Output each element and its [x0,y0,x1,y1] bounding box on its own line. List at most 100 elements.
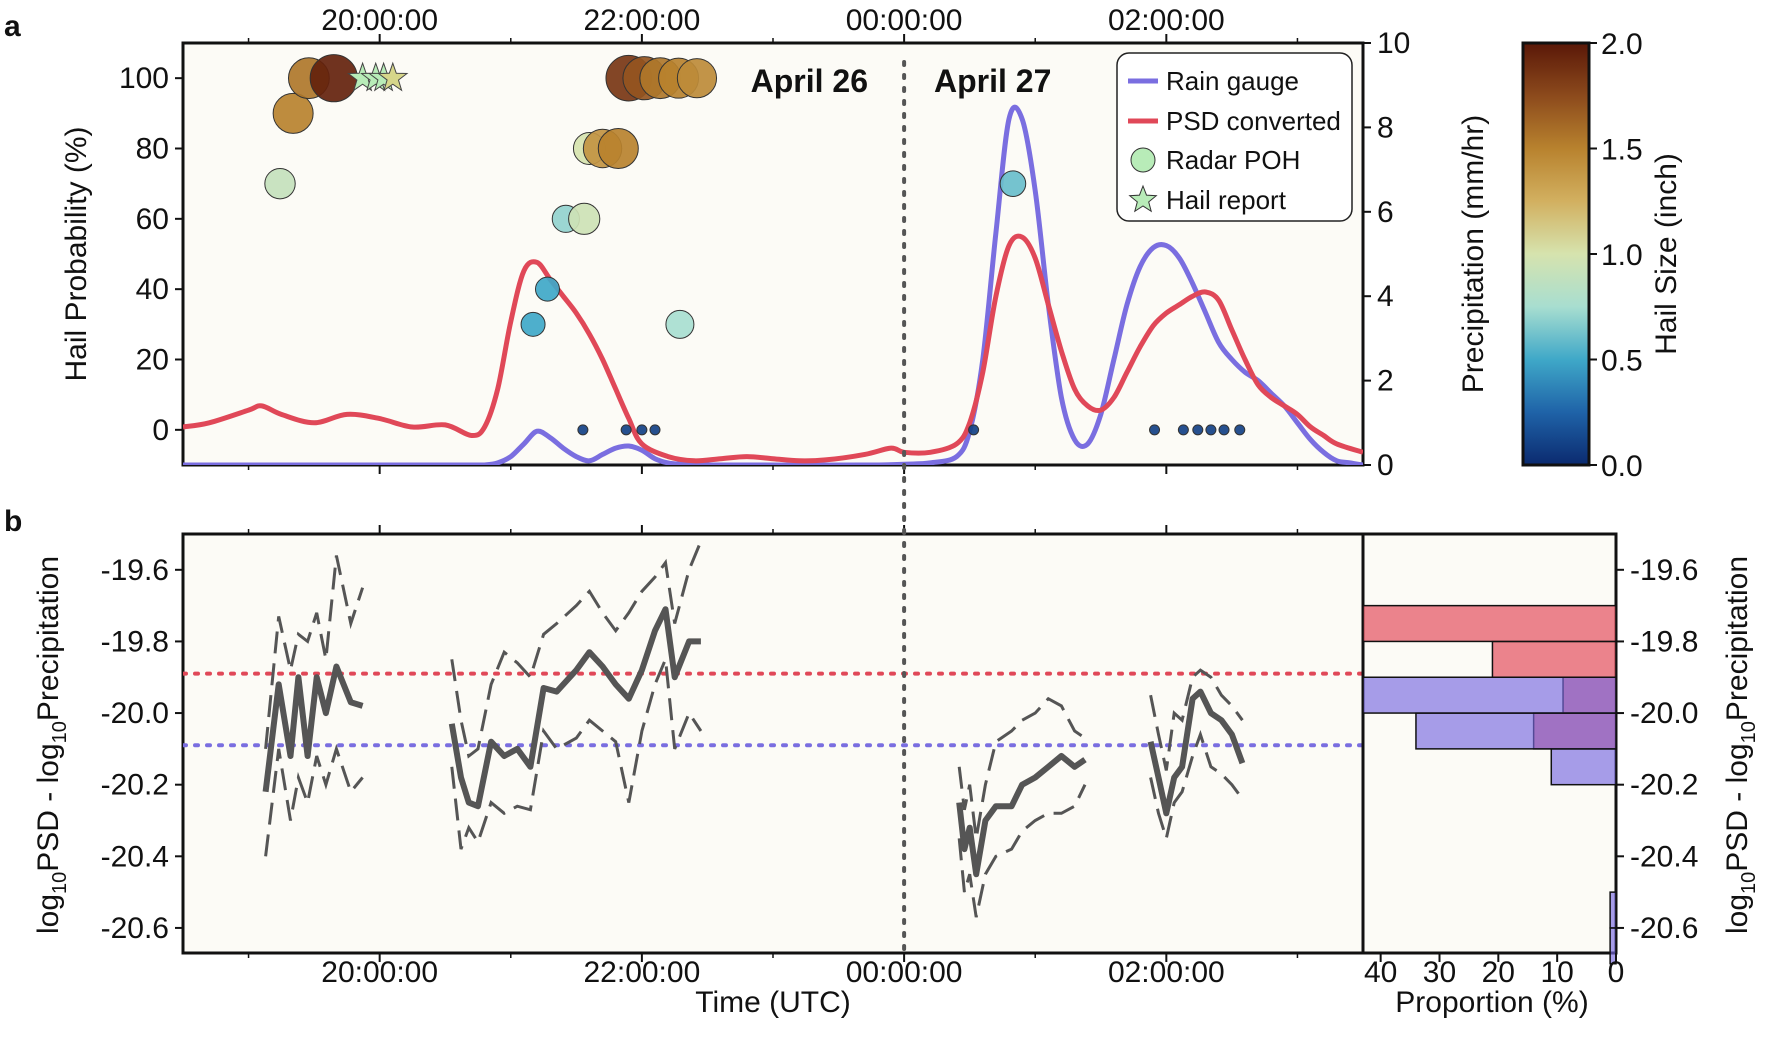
psd-converted-line [183,233,1363,464]
rain-gauge-line [183,104,1363,465]
colorbar-tick-label: 2.0 [1601,28,1643,61]
panel-a-ytick-left-label: 0 [152,414,169,447]
panel-a-xtick-label: 02:00:00 [1108,4,1225,37]
date-label-april-27: April 27 [934,63,1051,99]
panel-b-bound-line [1149,668,1244,771]
colorbar-label: Hail Size (inch) [1650,153,1683,355]
radar-poh-point [309,54,358,103]
panel-a-xtick-label: 22:00:00 [583,4,700,37]
panel-b-mean-trace [1147,688,1246,817]
radar-poh-point [1192,424,1204,436]
histogram-ytick-label: -20.6 [1630,912,1698,945]
histogram-bar-rain [1362,676,1617,714]
legend-radar-poh: Radar POH [1166,145,1300,175]
histogram-xtick-label: 10 [1540,956,1573,989]
radar-poh-point [597,128,639,169]
panel-a-ytick-left-label: 80 [136,133,169,166]
panel-b-bound-line [957,784,1087,918]
histogram-ytick-label: -20.2 [1630,769,1698,802]
panel-a-ytick-left-label: 20 [136,344,169,377]
colorbar-tick-label: 0.5 [1601,345,1643,378]
panel-b-mean-trace [956,753,1087,878]
panel-b-bound-line [957,696,1086,839]
histogram-ylabel: log10PSD - log10Precipitation [1721,556,1760,934]
legend-psd-converted: PSD converted [1166,106,1341,136]
panel-b-ytick-label: -19.6 [101,554,169,587]
panel-a-ytick-left-label: 100 [119,62,169,95]
histogram-ytick-label: -19.6 [1630,554,1698,587]
date-label-april-26: April 26 [751,63,868,99]
panel-a-xtick-label: 00:00:00 [846,4,963,37]
radar-poh-point [676,58,718,99]
panel-a-ytick-right-label: 0 [1377,449,1394,482]
colorbar-tick-label: 1.5 [1601,134,1643,167]
legend-box [1116,52,1353,222]
radar-poh-point [577,424,589,436]
legend-hail-report-swatch [1128,184,1158,213]
radar-poh-point [665,309,695,339]
panel-a-ytick-right-label: 6 [1377,196,1394,229]
panel-a-axes: 20:00:00 22:00:00 00:00:00 02:00:0002040608… [119,4,1410,482]
panel-b-xlabel: Time (UTC) [695,986,851,1019]
legend-radar-poh-swatch [1130,147,1156,173]
legend: Rain gauge PSD converted Radar POH Hail … [1116,52,1353,222]
panel-b-ytick-label: -20.4 [101,840,169,873]
histogram-bar-rain [1550,748,1617,786]
colorbar-tick-label: 1.0 [1601,239,1643,272]
panel-a-markers [264,54,1246,436]
radar-poh-point [1177,424,1189,436]
histogram-bars [1362,604,1617,965]
radar-poh-point [568,202,601,235]
legend-hail-report: Hail report [1166,185,1287,215]
histogram-ytick-label: -20.4 [1630,840,1698,873]
panel-b-ytick-label: -19.8 [101,625,169,658]
histogram-bar-psd [1491,640,1617,678]
panel-b-xtick-label: 00:00:00 [846,956,963,989]
panel-b-bound-line [264,555,365,750]
panel-b-xtick-label: 02:00:00 [1108,956,1225,989]
panel-b-mean-trace [448,606,701,810]
panel-b-ytick-label: -20.6 [101,912,169,945]
legend-rain-gauge: Rain gauge [1166,66,1299,96]
panel-b-axes: 20:00:00 22:00:00 00:00:00 02:00:00 -19.6 -19… [101,525,1299,989]
panel-b-xtick-label: 20:00:00 [321,956,438,989]
radar-poh-point [968,424,980,436]
colorbar-tick-label: 0.0 [1601,450,1643,483]
panel-b-xtick-label: 22:00:00 [583,956,700,989]
panel-b-bound-line [450,658,703,850]
panel-b-ylabel: log10PSD - log10Precipitation [32,556,71,934]
radar-poh-point [1149,424,1161,436]
histogram-ytick-label: -19.8 [1630,625,1698,658]
radar-poh-point [1218,424,1230,436]
panel-label-a: a [4,10,21,43]
radar-poh-point [649,424,661,436]
radar-poh-point [520,311,546,337]
histogram-xtick-label: 0 [1608,956,1625,989]
histogram-xtick-label: 40 [1364,956,1397,989]
panel-a-ylabel-left: Hail Probability (%) [60,126,93,381]
radar-poh-point [999,170,1027,197]
panel-a-ytick-right-label: 4 [1377,280,1394,313]
panel-b-bound-line [1149,729,1244,845]
panel-b-ytick-label: -20.2 [101,769,169,802]
panel-a-ylabel-right: Precipitation (mm/hr) [1457,115,1490,393]
radar-poh-point [534,276,560,302]
radar-poh-point [620,424,632,436]
radar-poh-point [1234,424,1246,436]
panel-a-ytick-left-label: 40 [136,273,169,306]
histogram-ytick-label: -20.0 [1630,697,1698,730]
panel-a-ytick-left-label: 60 [136,203,169,236]
histogram-bar-rain [1609,891,1617,929]
panel-a-xtick-label: 20:00:00 [321,4,438,37]
panel-b-ytick-label: -20.0 [101,697,169,730]
panel-a-ytick-right-label: 8 [1377,111,1394,144]
radar-poh-point [636,424,648,436]
histogram-bar-psd [1362,604,1617,643]
radar-poh-point [272,92,314,134]
radar-poh-point [264,167,296,200]
panel-b-bound-line [264,743,364,857]
panel-a-ytick-right-label: 2 [1377,365,1394,398]
histogram-axes: 40 30 20 10 0 -19.6 -19.8 -20.0 -20.2 -20.4 -20.6 [1364,554,1698,989]
colorbar [1521,41,1591,467]
